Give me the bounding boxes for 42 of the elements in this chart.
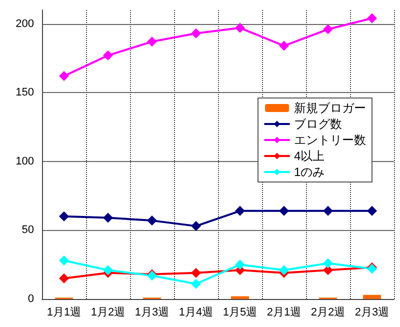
x-tick-label: 1月5週 xyxy=(222,306,258,318)
point xyxy=(235,206,245,216)
point xyxy=(103,265,113,276)
point xyxy=(323,206,333,216)
legend-label: エントリー数 xyxy=(294,133,366,147)
point xyxy=(279,265,289,276)
point xyxy=(103,50,113,60)
legend-label: 1のみ xyxy=(294,165,325,179)
x-tick-label: 1月2週 xyxy=(90,306,126,318)
point xyxy=(279,206,289,216)
y-tick-label: 100 xyxy=(16,155,34,168)
x-tick-label: 2月2週 xyxy=(310,306,346,318)
point xyxy=(323,24,333,34)
point xyxy=(191,28,201,38)
point xyxy=(323,258,333,268)
x-tick-label: 2月1週 xyxy=(266,306,302,318)
point xyxy=(235,260,245,270)
point xyxy=(103,212,113,223)
y-tick-label: 50 xyxy=(22,224,34,236)
point xyxy=(147,216,157,226)
x-tick-label: 1月1週 xyxy=(46,306,82,318)
y-tick-label: 0 xyxy=(28,293,34,305)
point xyxy=(147,36,157,47)
legend-label: ブログ数 xyxy=(294,117,342,131)
point xyxy=(235,22,245,33)
point xyxy=(279,40,289,51)
point xyxy=(191,278,201,289)
y-tick-label: 150 xyxy=(16,86,34,99)
point xyxy=(367,206,377,216)
point xyxy=(59,211,69,222)
point xyxy=(191,221,201,232)
x-tick-label: 1月4週 xyxy=(178,306,214,318)
x-tick-label: 2月3週 xyxy=(354,306,390,318)
point xyxy=(191,268,201,278)
point xyxy=(59,273,69,284)
y-tick-label: 200 xyxy=(16,18,34,30)
legend-label: 4以上 xyxy=(294,149,325,163)
point xyxy=(367,13,377,24)
legend-label: 新規ブロガー xyxy=(294,101,366,115)
x-tick-label: 1月3週 xyxy=(134,306,170,318)
point xyxy=(59,71,69,82)
point xyxy=(59,255,69,266)
